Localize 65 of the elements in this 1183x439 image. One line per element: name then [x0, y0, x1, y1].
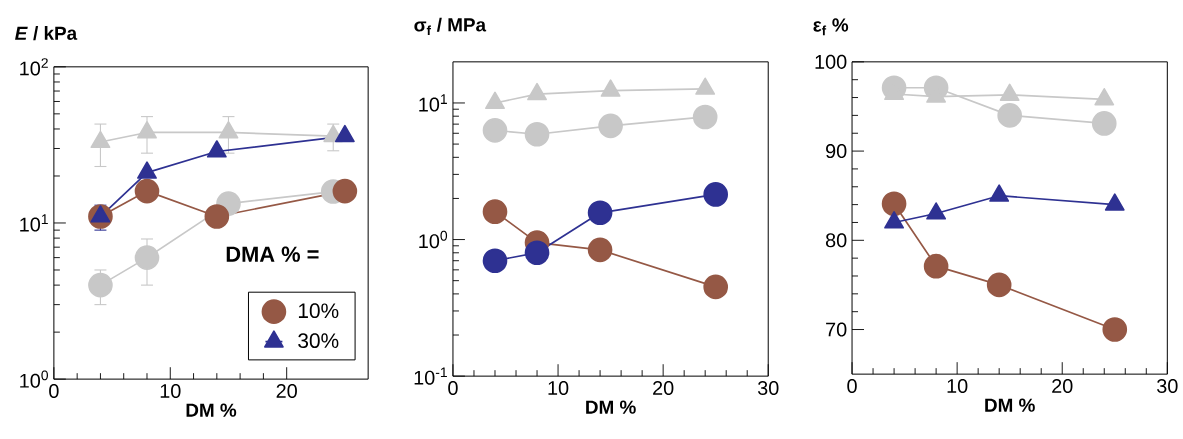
y-tick-label: 100: [815, 54, 847, 69]
point: [206, 140, 227, 158]
y-tick-label: 10$^{0}$: [20, 370, 49, 388]
point: [1104, 193, 1125, 211]
point: [204, 204, 230, 229]
point: [485, 91, 505, 110]
point: [598, 113, 623, 139]
y-tick-label: 10$^{0}$: [419, 230, 448, 249]
x-tick-label: 20: [276, 383, 297, 399]
point: [482, 199, 508, 224]
point: [989, 184, 1010, 202]
x-tick-label: 10: [548, 380, 569, 396]
point: [524, 240, 550, 266]
point: [692, 104, 718, 130]
x-tick-label: 0: [847, 378, 857, 394]
point: [695, 77, 716, 95]
point: [332, 178, 358, 204]
point: [881, 191, 907, 217]
point: [1102, 317, 1128, 342]
point: [703, 182, 729, 207]
point: [587, 200, 613, 226]
point: [1094, 88, 1115, 106]
point: [90, 205, 111, 223]
x-axis-title: DM %: [186, 403, 237, 417]
legend-label: 10%: [298, 303, 339, 319]
y-tick-label: 10$^{1}$: [20, 214, 48, 232]
x-tick-label: 20: [1052, 378, 1073, 394]
y-tick-label: 80: [825, 233, 847, 248]
y-tick-label: 70: [826, 322, 847, 337]
point: [137, 161, 157, 179]
point: [926, 202, 947, 220]
point: [90, 130, 111, 149]
point: [134, 178, 160, 204]
point: [600, 79, 621, 97]
x-tick-label: 0: [49, 383, 59, 399]
y-tick-label: 10$^{2}$: [20, 58, 48, 76]
point: [999, 83, 1020, 101]
legend-label: 30%: [298, 333, 339, 349]
y-axis-title: σ$_{f}$ / MPa: [414, 17, 487, 36]
point: [587, 237, 613, 263]
point: [482, 118, 508, 143]
x-tick-label: 10: [160, 383, 181, 399]
x-axis-title: DM %: [985, 398, 1035, 412]
x-tick-label: 0: [448, 380, 458, 396]
x-tick-label: 10: [947, 378, 968, 394]
x-axis-title: DM %: [586, 400, 636, 414]
y-tick-label: 10$^{1}$: [419, 94, 447, 112]
y-axis-title: ε$_{f}$ %: [813, 18, 849, 36]
point: [137, 121, 157, 139]
y-axis-title: E / kPa: [15, 26, 78, 41]
x-tick-label: 20: [653, 380, 674, 396]
point: [923, 253, 949, 279]
x-tick-label: 30: [1157, 378, 1178, 394]
legend-title: DMA % =: [226, 246, 319, 262]
x-tick-label: 30: [757, 380, 779, 396]
point: [134, 245, 160, 270]
y-tick-label: 10$^{-1}$: [414, 367, 447, 385]
point: [703, 274, 729, 300]
point: [524, 121, 550, 147]
point: [218, 121, 239, 139]
point: [482, 248, 508, 274]
point: [986, 272, 1012, 298]
point: [527, 82, 547, 101]
y-tick-label: 90: [826, 144, 847, 159]
point: [884, 211, 904, 229]
